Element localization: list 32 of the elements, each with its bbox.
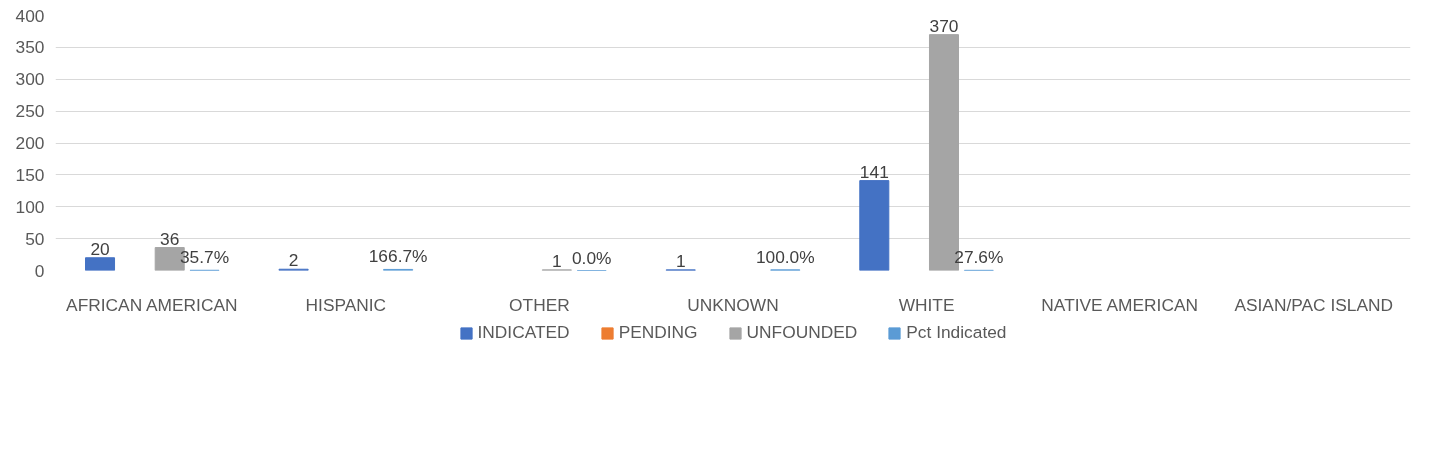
data-label: 35.7% bbox=[179, 247, 230, 268]
y-tick-label: 150 bbox=[15, 164, 45, 185]
data-label: 166.7% bbox=[368, 246, 428, 267]
y-tick-label: 400 bbox=[15, 5, 45, 26]
data-label: 0.0% bbox=[571, 247, 612, 268]
legend-label: PENDING bbox=[618, 322, 698, 343]
data-label: 27.6% bbox=[954, 247, 1004, 268]
y-tick-label: 50 bbox=[25, 228, 45, 249]
y-tick-label: 250 bbox=[15, 101, 45, 122]
data-label: 100.0% bbox=[755, 246, 815, 267]
data-label: 20 bbox=[90, 238, 110, 259]
data-label: 2 bbox=[288, 250, 299, 271]
x-tick-label: WHITE bbox=[898, 294, 955, 315]
y-tick-label: 200 bbox=[15, 133, 45, 153]
data-label: 370 bbox=[929, 15, 959, 36]
x-tick-label: UNKNOWN bbox=[687, 294, 779, 315]
y-tick-label: 0 bbox=[34, 260, 45, 281]
y-tick-label: 300 bbox=[15, 69, 45, 90]
data-label: 1 bbox=[675, 250, 686, 271]
legend-label: UNFOUNDED bbox=[746, 322, 858, 343]
legend-label: INDICATED bbox=[477, 322, 570, 343]
x-tick-label: ASIAN/PAC ISLAND bbox=[1234, 294, 1394, 315]
legend-label: Pct Indicated bbox=[906, 322, 1007, 343]
y-tick-label: 100 bbox=[15, 196, 45, 217]
x-tick-label: AFRICAN AMERICAN bbox=[66, 294, 238, 315]
x-tick-label: NATIVE AMERICAN bbox=[1041, 294, 1198, 315]
x-tick-label: OTHER bbox=[509, 294, 570, 315]
data-label: 1 bbox=[552, 250, 562, 271]
x-tick-label: HISPANIC bbox=[305, 294, 387, 315]
data-label: 141 bbox=[859, 161, 889, 182]
data-label: 36 bbox=[160, 228, 180, 249]
y-tick-label: 350 bbox=[15, 37, 45, 58]
